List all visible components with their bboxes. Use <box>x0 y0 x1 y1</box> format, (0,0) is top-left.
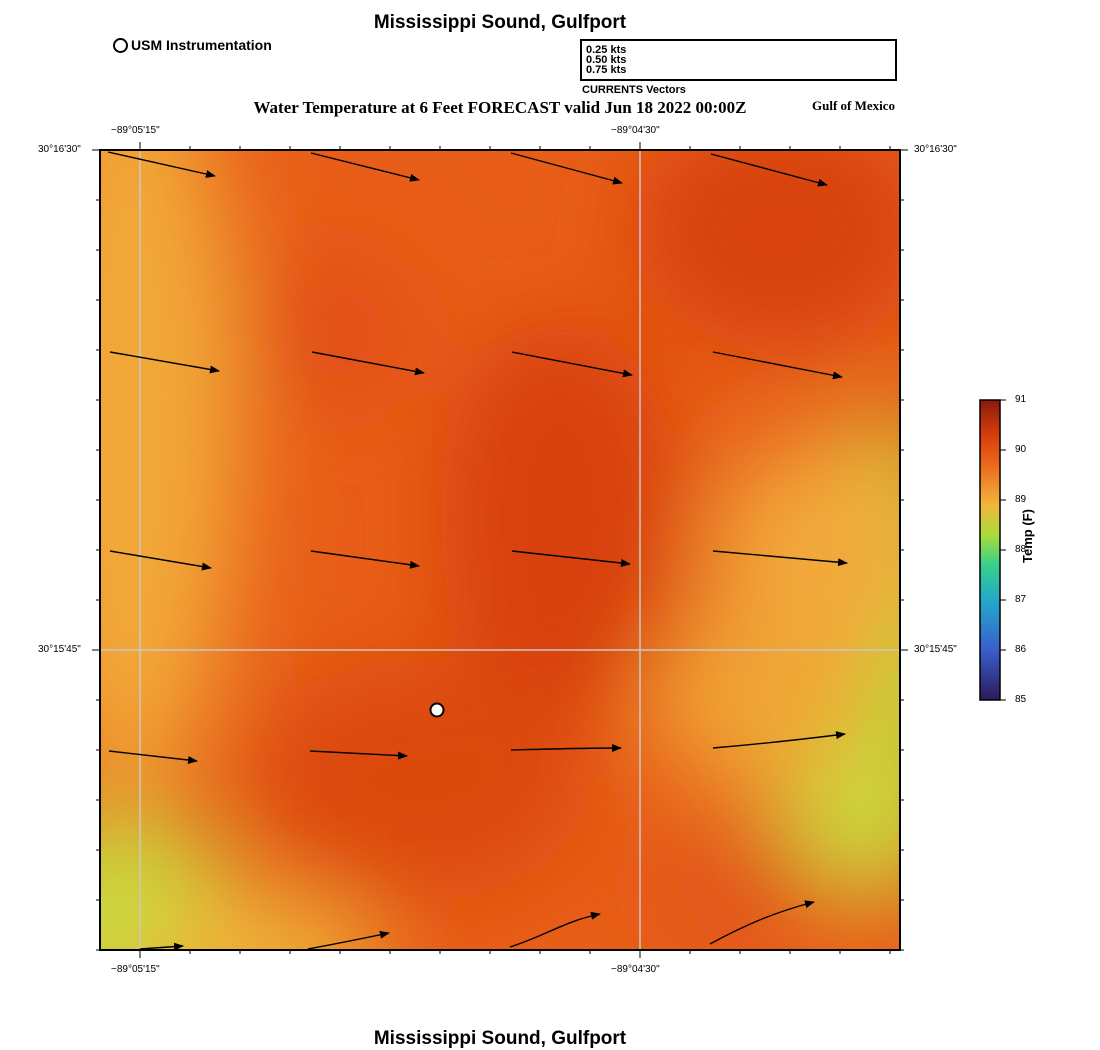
colorbar <box>979 399 1006 701</box>
graticule <box>100 150 900 950</box>
frame-ticks <box>92 142 908 958</box>
colorbar-tick-label: 88 <box>1015 544 1027 555</box>
lon-tick-label-top: −89°05'15" <box>111 125 160 136</box>
current-vector <box>510 152 623 185</box>
lat-tick-label-left: 30°15'45" <box>38 644 81 655</box>
current-vectors <box>107 151 848 951</box>
lon-tick-label-bottom: −89°05'15" <box>111 964 160 975</box>
page-title: Mississippi Sound, Gulfport <box>373 12 627 33</box>
vector-legend-caption: CURRENTS Vectors <box>582 84 686 96</box>
current-vector <box>710 153 828 187</box>
lon-tick-label-top: −89°04'30" <box>611 125 660 136</box>
current-vector <box>712 351 843 380</box>
instrument-legend-label: USM Instrumentation <box>131 37 272 53</box>
lon-tick-label-bottom: −89°04'30" <box>611 964 660 975</box>
vector-legend: 0.25 kts 0.50 kts 0.75 kts <box>580 39 897 81</box>
colorbar-tick-label: 87 <box>1015 594 1027 605</box>
current-vector <box>108 750 198 764</box>
current-vector <box>109 351 220 374</box>
colorbar-tick-label: 86 <box>1015 644 1027 655</box>
current-vector <box>310 152 420 182</box>
current-vector <box>712 550 848 567</box>
footer-title: Mississippi Sound, Gulfport <box>373 1028 627 1049</box>
colorbar-tick-label: 91 <box>1015 394 1027 405</box>
current-vector <box>310 550 420 569</box>
colorbar-title: Temp (F) <box>1020 509 1035 563</box>
current-vector <box>511 550 631 567</box>
current-vector <box>107 151 216 178</box>
current-vector <box>109 550 212 571</box>
region-label: Gulf of Mexico <box>812 98 896 113</box>
current-vector <box>511 351 633 378</box>
current-vector <box>139 942 184 951</box>
usm-station-marker[interactable] <box>429 702 445 718</box>
colorbar-tick-label: 85 <box>1015 694 1027 705</box>
vector-legend-entry: 0.50 kts <box>586 54 627 66</box>
lat-tick-label-right: 30°16'30" <box>914 144 957 155</box>
colorbar-tick-label: 89 <box>1015 494 1027 505</box>
current-vector <box>709 900 815 945</box>
vector-legend-entry: 0.75 kts <box>586 64 627 76</box>
current-vector <box>712 731 846 749</box>
current-vector <box>309 750 408 760</box>
vector-legend-entry: 0.25 kts <box>586 44 627 56</box>
instrument-legend: USM Instrumentation <box>113 37 272 53</box>
current-vector <box>307 930 390 950</box>
lat-tick-label-left: 30°16'30" <box>38 144 81 155</box>
current-vector <box>311 351 425 376</box>
circle-marker-icon <box>113 37 128 53</box>
current-vector <box>510 744 622 753</box>
map-subtitle: Water Temperature at 6 Feet FORECAST val… <box>253 98 747 117</box>
lat-tick-label-right: 30°15'45" <box>914 644 957 655</box>
current-vector <box>509 911 601 948</box>
colorbar-tick-label: 90 <box>1015 444 1027 455</box>
temperature-field <box>100 150 900 950</box>
